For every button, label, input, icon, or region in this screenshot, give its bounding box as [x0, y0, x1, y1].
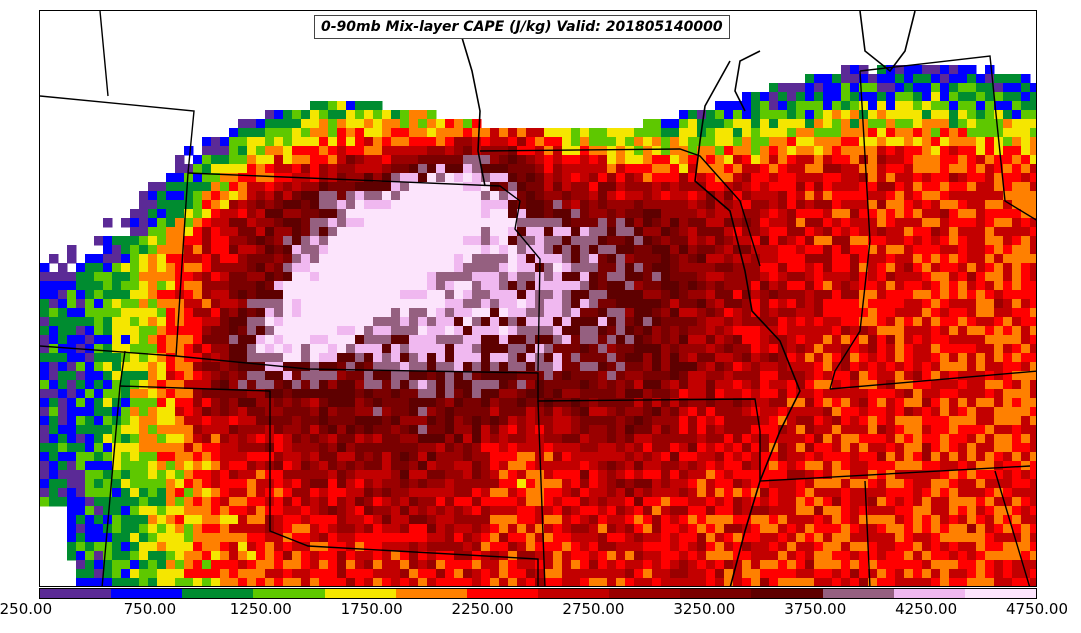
cape-fill-layer: [40, 65, 1036, 586]
colorbar-segment: [111, 589, 183, 598]
state-boundaries: [40, 11, 1036, 586]
colorbar-segment: [609, 589, 681, 598]
map-title: 0-90mb Mix-layer CAPE (J/kg) Valid: 2018…: [314, 15, 730, 39]
colorbar-segment: [964, 589, 1036, 598]
cape-contour-map: [40, 11, 1036, 586]
colorbar-segment: [893, 589, 965, 598]
boundary-line: [187, 172, 541, 372]
boundary-line: [994, 470, 1031, 586]
colorbar-tick-label: 3250.00: [673, 600, 736, 618]
colorbar-segment: [395, 589, 467, 598]
map-panel: [39, 10, 1037, 587]
colorbar-tick-label: 2750.00: [562, 600, 625, 618]
boundary-line: [40, 95, 195, 174]
colorbar-segment: [253, 589, 325, 598]
colorbar-segment: [40, 589, 112, 598]
river-line: [459, 30, 486, 187]
colorbar-tick-label: 2250.00: [451, 600, 514, 618]
colorbar-segment: [537, 589, 610, 598]
boundary-line: [859, 55, 1036, 221]
boundary-line: [537, 400, 546, 586]
colorbar-tick-label: 1250.00: [229, 600, 292, 618]
colorbar-segment: [324, 589, 396, 598]
lake-outline: [734, 50, 761, 112]
boundary-line: [829, 370, 1036, 390]
colorbar-segment: [822, 589, 894, 598]
river-line: [694, 60, 801, 586]
rivers-and-coastline: [459, 11, 916, 586]
colorbar-segment: [680, 589, 752, 598]
colorbar: [39, 588, 1037, 599]
boundary-line: [479, 148, 761, 267]
colorbar-segment: [466, 589, 538, 598]
boundary-line: [99, 11, 109, 97]
colorbar-tick-label: 250.00: [0, 600, 53, 618]
colorbar-segment: [751, 589, 823, 598]
colorbar-segment: [182, 589, 254, 598]
colorbar-tick-label: 4250.00: [895, 600, 958, 618]
boundary-line: [864, 480, 871, 586]
boundary-line: [119, 385, 539, 586]
boundary-line: [175, 172, 189, 357]
colorbar-tick-label: 1750.00: [340, 600, 403, 618]
colorbar-ticks: 250.00 750.00 1250.00 1750.00 2250.00 2750.00…: [0, 600, 1081, 624]
boundary-line: [829, 70, 871, 390]
colorbar-tick-label: 4750.00: [1005, 600, 1069, 618]
colorbar-tick-label: 3750.00: [784, 600, 847, 618]
lake-outline: [859, 11, 916, 73]
colorbar-tick-label: 750.00: [123, 600, 177, 618]
